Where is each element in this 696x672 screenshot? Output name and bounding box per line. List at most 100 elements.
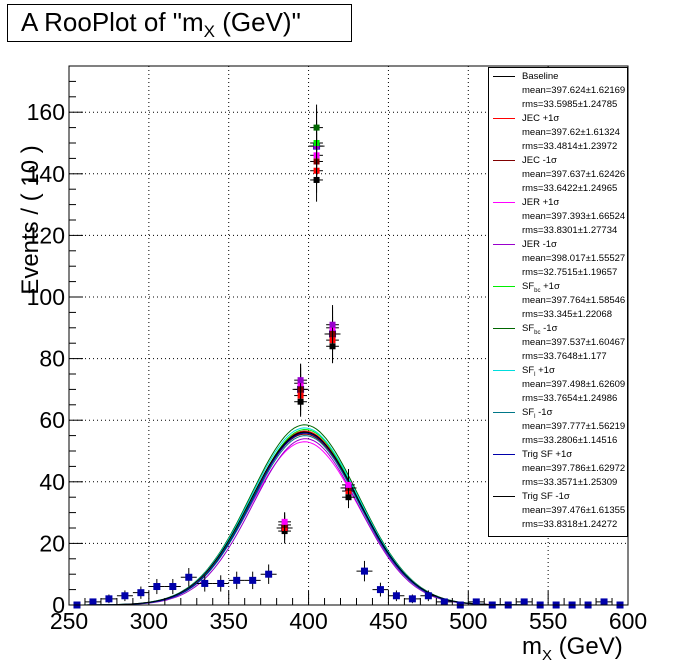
legend-line: [493, 328, 515, 329]
x-tick-label: 600: [609, 608, 647, 634]
legend-rms-text: rms=33.6422±1.24965: [522, 183, 618, 194]
legend-mean-text: mean=397.637±1.62426: [522, 169, 626, 180]
legend-mean-text: mean=397.498±1.62609: [522, 379, 626, 390]
legend-rms-text: rms=33.7648±1.177: [522, 351, 607, 362]
legend-line: [493, 286, 515, 287]
data-point: [244, 571, 261, 590]
legend-mean-text: mean=397.393±1.66524: [522, 211, 626, 222]
y-tick-label: 60: [39, 407, 65, 433]
legend-rms-text: rms=33.7654±1.24986: [522, 393, 618, 404]
data-point: [84, 598, 101, 606]
legend-label: SFbc +1σ: [522, 281, 560, 294]
legend-mean-text: mean=397.777±1.56219: [522, 421, 626, 432]
data-point: [196, 575, 213, 592]
data-point: [420, 590, 437, 602]
data-point: [132, 586, 149, 599]
legend-rms-text: rms=33.8318±1.24272: [522, 519, 618, 530]
legend-label: Trig SF +1σ: [522, 449, 573, 460]
legend-mean-text: mean=397.537±1.60467: [522, 337, 626, 348]
variation-point: [294, 364, 307, 396]
data-point: [516, 598, 533, 606]
variation-point: [310, 104, 323, 151]
legend-mean-text: mean=397.764±1.58546: [522, 295, 626, 306]
legend-mean-text: mean=397.786±1.62972: [522, 463, 626, 474]
y-tick-label: 80: [39, 346, 65, 372]
data-point: [356, 560, 373, 582]
marker: [345, 481, 352, 488]
marker: [408, 595, 416, 603]
x-tick-label: 400: [289, 608, 327, 634]
legend-mean-text: mean=397.624±1.62169: [522, 85, 626, 96]
x-tick-label: 350: [210, 608, 248, 634]
legend-label: Baseline: [522, 71, 559, 82]
legend-rms-text: rms=33.345±1.22068: [522, 309, 612, 320]
legend-line: [493, 412, 515, 413]
data-point: [372, 582, 389, 597]
legend-rms-text: rms=33.2806±1.14516: [522, 435, 618, 446]
legend-line: [493, 202, 515, 203]
legend-mean-text: mean=397.476±1.61355: [522, 505, 626, 516]
data-point: [404, 594, 421, 604]
marker: [265, 570, 273, 578]
data-point: [468, 598, 485, 606]
variation-point: [342, 473, 355, 497]
data-point: [148, 578, 165, 595]
legend-line: [493, 454, 515, 455]
marker: [137, 589, 145, 597]
marker: [520, 598, 528, 606]
marker: [185, 573, 193, 581]
axes: 250 300 350 400 450 500 550 600 0 20 40 60 80 100 120 1…: [27, 65, 647, 634]
marker: [281, 518, 288, 525]
legend-mean-text: mean=397.62±1.61324: [522, 127, 620, 138]
legend-label: SFl +1σ: [522, 365, 555, 378]
marker: [169, 583, 177, 591]
marker: [217, 579, 225, 587]
x-tick-label: 550: [529, 608, 567, 634]
data-point: [100, 594, 117, 604]
legend-line: [493, 160, 515, 161]
legend-label: JEC +1σ: [522, 113, 560, 124]
y-tick-label: 40: [39, 469, 65, 495]
legend-label: Trig SF -1σ: [522, 491, 570, 502]
y-tick-label: 100: [27, 284, 65, 310]
marker: [472, 598, 480, 606]
x-tick-label: 300: [130, 608, 168, 634]
y-tick-label: 160: [27, 99, 65, 125]
marker: [440, 598, 448, 606]
marker: [600, 598, 608, 606]
marker: [376, 586, 384, 594]
marker: [121, 592, 129, 600]
legend-label: SFbc -1σ: [522, 323, 558, 336]
y-tick-label: 140: [27, 161, 65, 187]
data-point: [388, 590, 405, 602]
legend-label: JER +1σ: [522, 197, 560, 208]
data-point: [212, 575, 229, 592]
x-axis-label-end: (GeV): [552, 633, 623, 660]
marker: [329, 321, 336, 328]
legend-rms-text: rms=33.4814±1.23972: [522, 141, 618, 152]
legend-line: [493, 244, 515, 245]
marker: [424, 592, 432, 600]
x-tick-label: 500: [449, 608, 487, 634]
legend-rms-text: rms=33.8301±1.27734: [522, 225, 618, 236]
marker: [105, 595, 113, 603]
legend-rms-text: rms=32.7515±1.19657: [522, 267, 618, 278]
marker: [313, 124, 320, 131]
legend-mean-text: mean=398.017±1.55527: [522, 253, 626, 264]
plot-frame: [68, 65, 629, 606]
data-point: [596, 598, 613, 606]
variation-point: [278, 512, 292, 532]
marker: [89, 598, 97, 606]
plot-title-main: A RooPlot of "m: [21, 7, 204, 37]
data-point: [116, 590, 133, 602]
marker: [233, 576, 241, 584]
variation-point: [326, 307, 339, 343]
legend-line: [493, 118, 515, 119]
data-point: [228, 571, 245, 590]
legend-label: SFl -1σ: [522, 407, 553, 420]
x-tick-label: 250: [50, 608, 88, 634]
plot-title-subscript: X: [203, 22, 215, 42]
x-axis-label: mX (GeV): [522, 633, 623, 664]
marker: [249, 576, 257, 584]
legend: Baseline mean=397.624±1.62169 rms=33.5985±…: [488, 67, 628, 537]
